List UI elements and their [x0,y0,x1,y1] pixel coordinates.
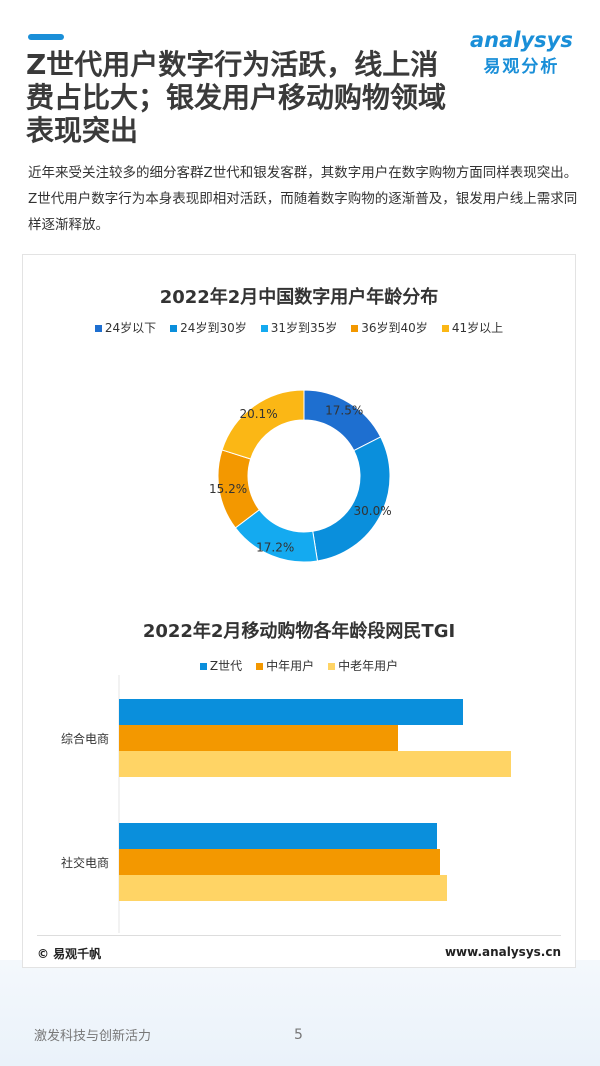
bar [119,849,440,875]
legend-label: Z世代 [209,659,243,673]
bar [119,823,437,849]
legend-label: 36岁到40岁 [361,321,428,335]
bar [119,875,447,901]
legend-swatch [199,663,207,670]
logo-cn: 易观分析 [483,57,560,77]
legend-swatch [256,663,264,670]
legend-label: 24岁以下 [104,321,157,335]
accent-bar [28,34,64,40]
legend-item: 中老年用户 [328,657,398,674]
slice-label: 15.2% [209,482,247,496]
slice-label: 20.1% [239,407,277,421]
legend-item: 中年用户 [256,657,314,674]
donut-slice [312,436,391,562]
legend-item: 41岁以上 [441,319,504,336]
donut-chart: 17.5% 30.0% 17.2% 15.2% 20.1% [209,389,392,563]
source-label: © 易观千帆 [37,947,102,961]
bar [119,699,463,725]
logo-en: analysys [470,28,573,52]
donut-slice [303,389,382,452]
description: 近年来受关注较多的细分客群Z世代和银发客群，其数字用户在数字购物方面同样表现突出… [28,165,578,233]
legend-swatch [170,325,178,332]
legend-swatch [94,325,102,332]
donut-legend: 24岁以下 24岁到30岁 31岁到35岁 36岁到40岁 41岁以上 [23,319,575,336]
donut-chart-title: 2022年2月中国数字用户年龄分布 [159,287,439,308]
page-number: 5 [294,1027,303,1043]
category-label: 社交电商 [61,855,109,870]
legend-swatch [260,325,268,332]
legend-item: 24岁以下 [94,319,157,336]
legend-label: 41岁以上 [451,321,504,335]
slice-label: 17.5% [325,403,363,417]
website-link[interactable]: www.analysys.cn [444,945,561,959]
legend-swatch [441,325,449,332]
slogan: 激发科技与创新活力 [34,1029,152,1044]
legend-item: 36岁到40岁 [351,319,428,336]
legend-item: Z世代 [199,657,243,674]
legend-label: 31岁到35岁 [270,321,338,335]
bar-legend: Z世代 中年用户 中老年用户 [23,657,575,674]
category-label: 综合电商 [61,731,109,746]
legend-item: 24岁到30岁 [170,319,247,336]
chart-card: 2022年2月中国数字用户年龄分布 24岁以下 24岁到30岁 31岁到35岁 36岁… [22,254,576,968]
bar [119,751,511,777]
footer-divider [37,935,561,936]
bar [119,725,398,751]
donut-slice [221,389,305,460]
analysys-logo: analysys 易观分析 [470,28,573,77]
legend-item: 31岁到35岁 [260,319,338,336]
legend-swatch [351,325,359,332]
page-title: Z世代用户数字行为活跃，线上消费占比大；银发用户移动购物领域表现突出 [26,48,447,147]
bar-chart-title: 2022年2月移动购物各年龄段网民TGI [142,621,456,642]
slice-label: 17.2% [256,540,294,554]
background-skyline [0,960,600,1066]
legend-label: 中年用户 [266,659,315,673]
slice-label: 30.0% [354,504,392,518]
legend-label: 24岁到30岁 [180,321,247,335]
legend-swatch [328,663,336,670]
legend-label: 中老年用户 [338,659,399,673]
